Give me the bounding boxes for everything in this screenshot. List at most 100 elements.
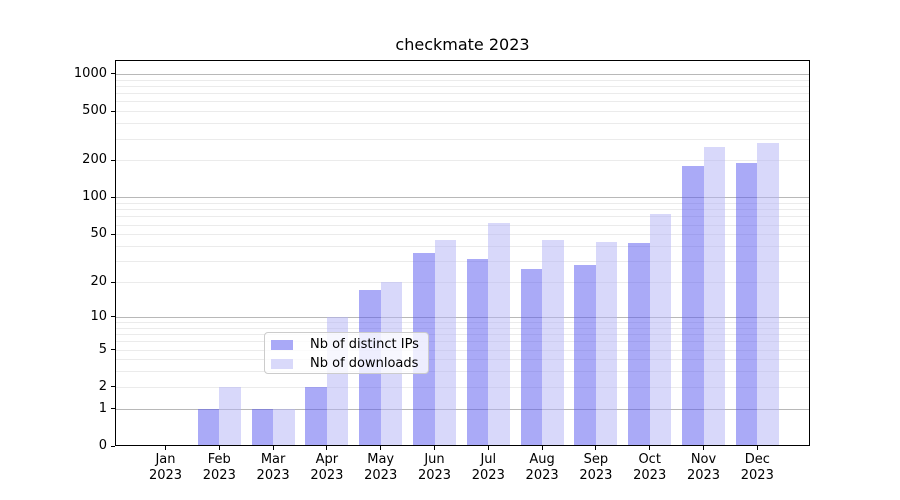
y-tick-mark <box>111 110 115 112</box>
y-tick-mark <box>111 316 115 318</box>
x-tick-label-jan: Jan 2023 <box>148 452 183 483</box>
y-tick-label-50: 50 <box>90 226 107 242</box>
x-tick-label-nov: Nov 2023 <box>686 452 721 483</box>
y-tick-label-100: 100 <box>82 189 107 205</box>
bar-downloads-aug <box>542 239 564 446</box>
bar-downloads-mar <box>273 408 295 446</box>
gridline-minor <box>115 93 810 95</box>
gridline-minor <box>115 246 810 247</box>
y-tick-label-10: 10 <box>90 308 107 324</box>
x-tick-label-apr: Apr 2023 <box>310 452 344 483</box>
gridline-minor <box>115 209 810 211</box>
gridline-minor <box>115 334 810 336</box>
y-tick-label-200: 200 <box>82 152 107 168</box>
y-tick-mark <box>111 349 115 350</box>
bar-downloads-dec <box>757 143 779 446</box>
x-tick-mark <box>326 446 328 450</box>
y-tick-mark <box>111 408 115 410</box>
gridline-minor <box>115 111 810 113</box>
x-tick-mark <box>541 446 543 450</box>
bar-downloads-nov <box>703 147 725 446</box>
gridline-major <box>115 316 810 318</box>
y-tick-mark <box>111 386 115 388</box>
y-tick-mark <box>111 73 115 75</box>
gridline-minor <box>115 327 810 329</box>
x-tick-label-jun: Jun 2023 <box>417 452 452 483</box>
gridline-minor <box>115 216 810 218</box>
gridline-minor <box>115 123 810 125</box>
y-tick-label-500: 500 <box>82 103 107 119</box>
bar-distinct-ips-aug <box>520 268 543 446</box>
bar-distinct-ips-mar <box>251 408 274 446</box>
gridline-minor <box>115 371 810 373</box>
gridline-minor <box>115 234 810 236</box>
bar-distinct-ips-sep <box>574 264 596 446</box>
x-tick-mark <box>165 446 166 450</box>
y-tick-mark <box>111 159 115 161</box>
legend-swatch-downloads <box>271 359 293 369</box>
x-tick-label-oct: Oct 2023 <box>633 452 667 483</box>
x-tick-mark <box>218 446 220 450</box>
bar-distinct-ips-jul <box>466 259 489 446</box>
y-tick-mark <box>111 196 115 198</box>
x-tick-mark <box>487 446 489 450</box>
bar-downloads-jun <box>434 239 456 446</box>
x-tick-mark <box>434 446 435 450</box>
y-tick-mark <box>111 281 115 283</box>
gridline-minor <box>115 224 810 226</box>
gridline-minor <box>115 85 810 87</box>
gridline-minor <box>115 322 810 323</box>
x-tick-label-jul: Jul 2023 <box>471 452 505 483</box>
plot-area <box>115 60 810 446</box>
gridline-minor <box>115 138 810 140</box>
gridline-major <box>115 197 810 199</box>
gridline-minor <box>115 203 810 205</box>
x-tick-label-dec: Dec 2023 <box>740 452 774 483</box>
x-tick-mark <box>649 446 651 450</box>
gridline-minor <box>115 341 810 343</box>
x-tick-mark <box>272 446 274 450</box>
x-tick-mark <box>703 446 704 450</box>
bar-downloads-feb <box>219 386 241 446</box>
bar-distinct-ips-apr <box>305 386 327 446</box>
gridline-minor <box>115 79 810 81</box>
y-tick-label-5: 5 <box>98 341 107 357</box>
y-tick-label-1000: 1000 <box>73 65 107 81</box>
x-tick-label-sep: Sep 2023 <box>579 452 613 483</box>
gridline-minor <box>115 160 810 162</box>
bar-downloads-oct <box>649 214 672 446</box>
y-tick-label-1: 1 <box>98 400 107 416</box>
bar-downloads-sep <box>595 242 618 446</box>
legend-swatch-distinct-ips <box>271 340 293 350</box>
y-tick-mark <box>111 233 115 235</box>
chart-title: checkmate 2023 <box>395 35 530 54</box>
gridline-major <box>115 408 810 410</box>
x-tick-mark <box>756 446 758 450</box>
bar-distinct-ips-feb <box>197 408 220 446</box>
x-tick-label-may: May 2023 <box>364 452 398 483</box>
legend-label-distinct-ips: Nb of distinct IPs <box>310 337 419 352</box>
x-tick-label-aug: Aug 2023 <box>525 452 559 483</box>
y-tick-label-2: 2 <box>98 378 107 394</box>
x-tick-label-feb: Feb 2023 <box>202 452 236 483</box>
gridline-minor <box>115 101 810 103</box>
gridline-minor <box>115 359 810 361</box>
x-tick-mark <box>595 446 597 450</box>
y-tick-mark <box>111 445 115 447</box>
gridline-minor <box>115 282 810 284</box>
bar-downloads-jul <box>488 222 510 446</box>
gridline-minor <box>115 261 810 263</box>
gridline-minor <box>115 386 810 388</box>
bar-distinct-ips-nov <box>682 166 704 446</box>
y-tick-label-20: 20 <box>90 274 107 290</box>
x-tick-label-mar: Mar 2023 <box>256 452 290 483</box>
legend: Nb of distinct IPs Nb of downloads <box>264 332 429 374</box>
gridline-minor <box>115 349 810 351</box>
legend-label-downloads: Nb of downloads <box>310 356 419 371</box>
y-tick-label-0: 0 <box>98 438 107 453</box>
x-tick-mark <box>380 446 382 450</box>
gridline-major <box>115 73 810 75</box>
bar-distinct-ips-oct <box>628 243 650 446</box>
bar-distinct-ips-dec <box>735 163 758 446</box>
